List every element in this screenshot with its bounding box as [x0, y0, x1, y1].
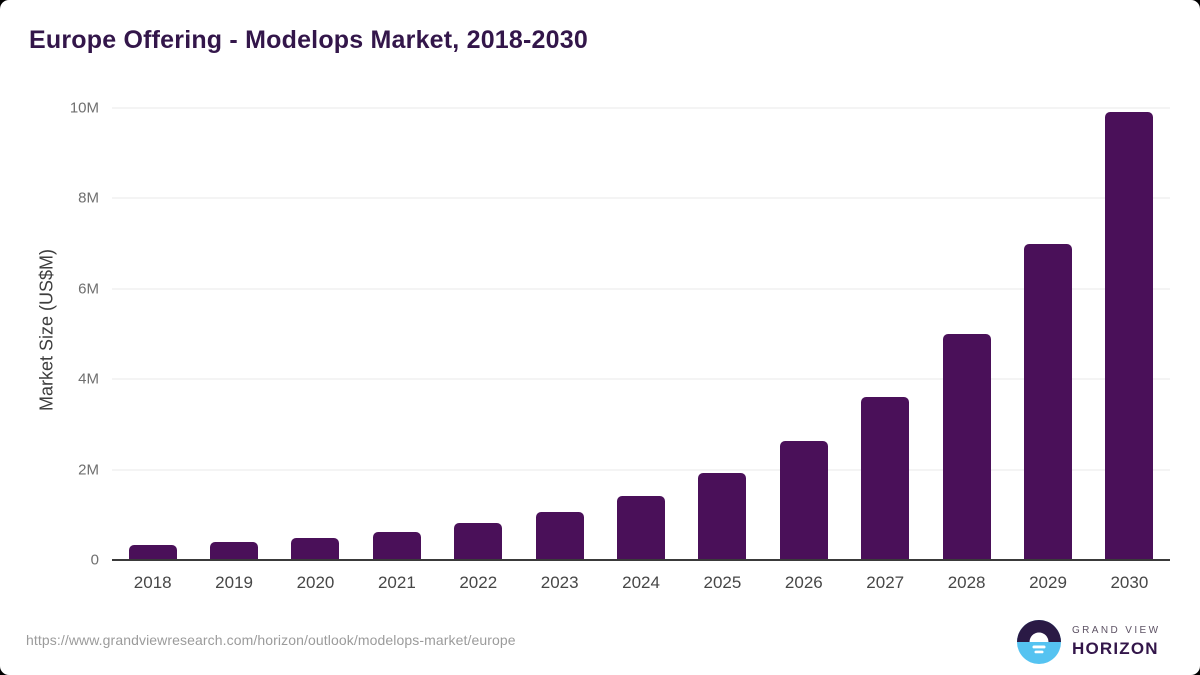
- gridline-10M: [112, 107, 1170, 109]
- bar-column-2024: [600, 108, 681, 560]
- x-tick-label-2025: 2025: [703, 573, 742, 592]
- bar-2021[interactable]: [372, 531, 421, 560]
- y-tick-label-10M: 10M: [69, 99, 99, 117]
- source-url: https://www.grandviewresearch.com/horizo…: [26, 632, 516, 648]
- bar-2026[interactable]: [779, 441, 828, 560]
- x-tick-label-2020: 2020: [296, 573, 335, 592]
- y-tick-label-0: 0: [90, 551, 99, 569]
- bar-2029[interactable]: [1023, 243, 1072, 560]
- bar-2028[interactable]: [942, 334, 991, 560]
- grand-view-horizon-logo: GRAND VIEW HORIZON: [1017, 620, 1160, 664]
- bar-2019[interactable]: [210, 542, 259, 560]
- x-axis-line: [112, 559, 1170, 561]
- gridline-4M: [112, 378, 1170, 380]
- bar-column-2021: [356, 108, 437, 560]
- y-tick-label-4M: 4M: [78, 370, 99, 388]
- y-tick-label-6M: 6M: [78, 280, 99, 298]
- x-tick-label-2024: 2024: [622, 573, 660, 592]
- bars-container: [112, 108, 1170, 560]
- x-tick-label-2023: 2023: [540, 573, 579, 592]
- bar-column-2022: [438, 108, 519, 560]
- x-tick-label-2029: 2029: [1029, 573, 1067, 592]
- bar-column-2019: [193, 108, 274, 560]
- bar-2022[interactable]: [454, 522, 503, 560]
- bar-2018[interactable]: [128, 545, 177, 560]
- bar-column-2028: [926, 108, 1007, 560]
- x-tick-label-2026: 2026: [784, 573, 823, 592]
- gridline-2M: [112, 469, 1170, 471]
- x-tick-label-2030: 2030: [1110, 573, 1149, 592]
- x-axis-labels: 2018 2019 2020 2021 2022 2023 2024 2025 2026 2027…: [112, 573, 1170, 593]
- plot-area: 2018 2019 2020 2021 2022 2023 2024 2025 2026 2027…: [70, 101, 1170, 592]
- bar-column-2025: [682, 108, 763, 560]
- y-tick-label-2M: 2M: [78, 461, 99, 479]
- bar-column-2027: [845, 108, 926, 560]
- bar-column-2026: [763, 108, 844, 560]
- x-tick-label-2021: 2021: [377, 573, 416, 592]
- page-title: Europe Offering - Modelops Market, 2018-…: [29, 26, 588, 54]
- y-tick-label-8M: 8M: [78, 189, 99, 207]
- bar-2025[interactable]: [698, 473, 747, 560]
- logo-line-horizon: HORIZON: [1072, 639, 1159, 658]
- bar-column-2018: [112, 108, 193, 560]
- bar-2023[interactable]: [535, 512, 584, 560]
- logo-line-grand-view: GRAND VIEW: [1072, 625, 1161, 636]
- bar-2020[interactable]: [291, 538, 340, 560]
- gridline-8M: [112, 197, 1170, 199]
- bar-column-2020: [275, 108, 356, 560]
- bar-2027[interactable]: [861, 397, 910, 560]
- x-tick-label-2018: 2018: [133, 573, 172, 592]
- bar-2024[interactable]: [617, 496, 666, 560]
- x-tick-label-2022: 2022: [459, 573, 498, 592]
- horizon-sun-icon: [1017, 620, 1061, 664]
- gridline-6M: [112, 288, 1170, 290]
- bar-2030[interactable]: [1105, 111, 1154, 560]
- x-tick-label-2028: 2028: [947, 573, 986, 592]
- bar-column-2030: [1089, 108, 1170, 560]
- logo-text: GRAND VIEW HORIZON: [1072, 625, 1160, 659]
- y-axis-title: Market Size (US$M): [36, 248, 57, 412]
- x-tick-label-2027: 2027: [866, 573, 905, 592]
- x-tick-label-2019: 2019: [215, 573, 253, 592]
- bar-column-2029: [1007, 108, 1088, 560]
- bar-column-2023: [519, 108, 600, 560]
